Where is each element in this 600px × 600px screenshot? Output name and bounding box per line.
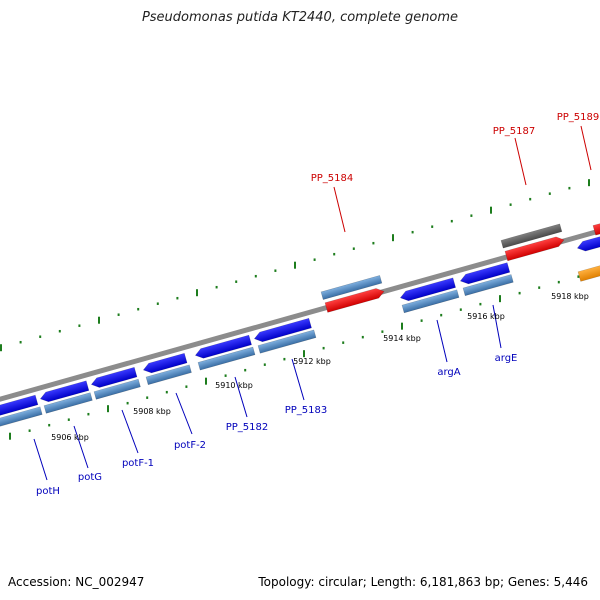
leader-line — [175, 392, 193, 435]
gene-label-arge: argE — [495, 353, 518, 364]
misc-feature[interactable] — [577, 263, 600, 282]
gene-label-pp-5189: PP_5189 — [557, 112, 600, 123]
leader-line — [121, 409, 139, 454]
leader-line — [73, 425, 89, 469]
cds-reverse[interactable] — [90, 366, 138, 389]
cds-reverse[interactable] — [194, 334, 252, 360]
gene-span-pp-5184[interactable] — [320, 275, 383, 300]
map-title: Pseudomonas putida KT2440, complete geno… — [141, 10, 459, 25]
leader-line — [234, 376, 248, 418]
gene-span[interactable] — [197, 346, 256, 371]
kbp-label: 5908 kbp — [133, 407, 171, 416]
kbp-label: 5912 kbp — [293, 357, 331, 366]
leader-line — [514, 137, 527, 186]
gene-features — [0, 222, 600, 429]
gene-label-potg: potG — [78, 472, 102, 483]
leader-line — [33, 438, 48, 481]
gene-pp-5187[interactable] — [500, 223, 563, 249]
gene-span[interactable] — [43, 392, 93, 414]
cds-reverse[interactable] — [459, 262, 511, 286]
gene-span[interactable] — [257, 329, 317, 354]
gene-label-pp-5183: PP_5183 — [285, 405, 328, 416]
leader-line — [291, 358, 305, 401]
rna-pp-5187[interactable] — [504, 235, 565, 262]
gene-labels: potH potG potF-1 potF-2 PP_5182 PP_5183 argA ar… — [36, 112, 599, 497]
kbp-label: 5910 kbp — [215, 381, 253, 390]
kbp-label: 5916 kbp — [467, 312, 505, 321]
leader-line — [492, 304, 502, 349]
gene-label-poth: potH — [36, 486, 60, 497]
label-leader-lines — [33, 125, 592, 481]
cds-reverse[interactable] — [0, 394, 39, 417]
gene-span[interactable] — [93, 378, 141, 400]
leader-line — [580, 125, 592, 171]
cds-reverse[interactable] — [399, 277, 456, 303]
gene-label-pp-5182: PP_5182 — [226, 422, 269, 433]
gene-label-potf-1: potF-1 — [122, 458, 154, 469]
tick-marks — [0, 179, 599, 440]
rna-pp-5184[interactable] — [324, 287, 385, 313]
gene-label-arga: argA — [437, 367, 460, 378]
cds-reverse[interactable] — [39, 380, 90, 404]
cds-reverse[interactable] — [253, 317, 312, 343]
topology-summary: Topology: circular; Length: 6,181,863 bp… — [258, 575, 588, 589]
leader-line — [436, 319, 448, 363]
gene-label-pp-5184: PP_5184 — [311, 173, 354, 184]
accession-text: Accession: NC_002947 — [8, 575, 145, 589]
gene-span[interactable] — [0, 406, 43, 429]
gene-span[interactable] — [145, 364, 192, 386]
gene-label-pp-5187: PP_5187 — [493, 126, 536, 137]
gene-span[interactable] — [401, 289, 460, 314]
leader-line — [333, 186, 346, 233]
kbp-label: 5918 kbp — [551, 292, 589, 301]
gene-span[interactable] — [462, 274, 514, 297]
kbp-label: 5906 kbp — [51, 433, 89, 442]
gene-label-potf-2: potF-2 — [174, 440, 206, 451]
kbp-scale-labels: 5906 kbp 5908 kbp 5910 kbp 5912 kbp 5914 kbp… — [51, 292, 589, 442]
kbp-label: 5914 kbp — [383, 334, 421, 343]
rna-pp-5189[interactable] — [592, 222, 600, 236]
cds-reverse[interactable] — [142, 352, 188, 375]
